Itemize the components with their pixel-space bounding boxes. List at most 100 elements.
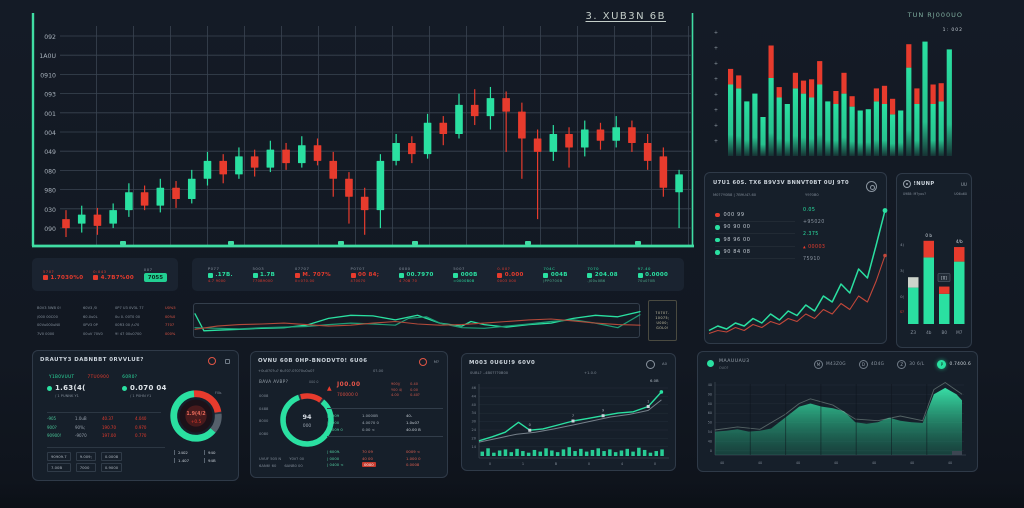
table-cell: 000% <box>165 331 176 336</box>
data-row: | 9009 0 0.00 <40.00 B <box>327 426 421 432</box>
ticker-value: 204.08 <box>594 272 618 278</box>
breakdown-subtitle: +0u0?0?u? 6u?0?-0?0?0u0u0? <box>258 369 315 373</box>
svg-text:049: 049 <box>44 149 56 156</box>
more-icon[interactable] <box>225 359 230 364</box>
tab-m43z0g[interactable]: M M43Z0G <box>813 360 846 369</box>
footer-value: 7000 <box>75 463 96 472</box>
svg-text:40: 40 <box>708 439 712 443</box>
summary-footer: 90909.7 7.00B 9.009; 7000 0.0008 0.9000 <box>47 447 165 472</box>
ticker-symbol: 97.40 <box>637 266 651 271</box>
ticker-item[interactable]: 5007 000B =0000B0B <box>453 266 477 283</box>
column-label: 60R0? <box>122 374 138 379</box>
ticker-item[interactable]: 0000 00.7970 4 70B 70 <box>398 266 434 283</box>
ticker-item[interactable]: 007 7055 <box>143 267 168 282</box>
summary-card-title: DRAUTY3 DABNBBT 0RVVLUE? <box>40 357 144 363</box>
sparkline-note: 70707. 10075; U000; GOL0! <box>648 300 677 341</box>
ticker-item[interactable]: P0707 00 84; 470070 <box>350 266 380 283</box>
svg-text:004: 004 <box>44 130 56 137</box>
svg-text:980: 980 <box>44 188 56 195</box>
alert-detail: 0.40? <box>410 393 420 397</box>
ticker-value: 1.7030%0 <box>50 274 84 281</box>
svg-text:+: + <box>714 30 718 36</box>
axis-label: 0008 <box>259 394 269 398</box>
tab-4d4g[interactable]: D 4D4G <box>858 360 884 369</box>
trend-corner-label: 6.0B <box>650 378 659 383</box>
svg-text:0: 0 <box>654 462 656 466</box>
svg-text:000: 000 <box>303 423 312 429</box>
clock-icon[interactable] <box>866 181 877 192</box>
legend-item[interactable]: 000 99 <box>715 209 795 222</box>
alert-detail: 0.40 <box>410 382 418 386</box>
breakdown-axis-labels: 0008 0488 8000 0080 <box>259 394 268 436</box>
svg-text:Z3: Z3 <box>910 330 916 335</box>
table-cell: 60V3 /0 <box>83 306 97 311</box>
bars-card-title: !NUNP <box>913 181 935 187</box>
svg-text:1: 1 <box>522 462 524 466</box>
legend-item[interactable]: 90 90 00 <box>715 222 795 234</box>
footer-value: 7.00B <box>47 463 71 472</box>
svg-text:40: 40 <box>720 461 724 465</box>
svg-text:+: + <box>714 46 718 52</box>
axis-label: 0488 <box>259 406 269 411</box>
ticker-value: 00 84; <box>358 272 380 278</box>
svg-text:44: 44 <box>472 394 477 398</box>
metric-value: ▲ 00003 <box>803 244 826 250</box>
summary-stats: 1.63(4(/ 1 PUNNK Y1 0.070 04 / 1 P0HN Y1 <box>47 384 188 398</box>
ticker-symbol: P077 <box>207 266 220 271</box>
ticker-item[interactable]: 7070 204.08 .J00u0B6 <box>587 266 618 283</box>
legend-item[interactable]: 98 96 00 <box>715 234 795 247</box>
ticker-item[interactable]: 0.00? 0.000 0003 000 <box>497 266 523 283</box>
ticker-symbol: 704C <box>543 266 556 271</box>
summary-mini-stats: 2402 940 1.407 94B <box>174 450 231 463</box>
ticker-item[interactable]: 0:043 4.7B7%00 <box>93 269 134 281</box>
ticker-item[interactable]: 97.40 0.0000 70u0?0B <box>637 266 669 283</box>
svg-text:+: + <box>714 123 718 129</box>
tab-label: 30 6/L <box>909 362 925 367</box>
alert-icon[interactable] <box>419 358 427 366</box>
note-line: GOL0! <box>656 326 669 330</box>
breakdown-card-title: OVNU 60B 0HP-BNODVT0! 6U06 <box>258 358 368 364</box>
area-card-sublabel: OUO? <box>719 366 729 370</box>
breakdown-alert-cols: 900)/Y00 4/4.00 0.40 0.00 0.40? <box>391 382 420 397</box>
svg-text:+: + <box>714 108 718 114</box>
ticker-change: 4 70B 70 <box>398 279 418 283</box>
area-chart: 40 90 00 60 50 54 40 0 40 40 40 40 40 40 40 <box>708 381 966 465</box>
ticker-symbol: 5007 <box>453 266 465 271</box>
candlestick-chart: 092 1A0U 0910 093 001 004 049 080 980 030 090 <box>31 13 694 248</box>
ticker-value: 0.0000 <box>645 272 669 278</box>
ticker-badge: 7055 <box>143 273 168 282</box>
data-row: | 0000 4.0070 0 1.0u07 <box>327 420 420 426</box>
alert-detail: 900)/ <box>391 382 401 386</box>
comparison-card: U7U1 60S. TX6 B9V3V BNNVT0BT 0UJ 9T0 M0?… <box>704 172 888 344</box>
footer-value: 90909.7 <box>47 452 71 461</box>
svg-text:M7: M7 <box>956 330 963 335</box>
footer-line: UVUF 505 N Y0V? 00 <box>259 457 305 461</box>
legend-item[interactable]: 90 84 08 <box>715 247 795 259</box>
tab-0-7400-6[interactable]: P 0.7400.6 <box>937 360 971 369</box>
stat-dot-icon <box>122 385 127 391</box>
ticker-direction-icon <box>637 272 643 278</box>
legend-dot-icon <box>715 250 720 255</box>
stat-sub: / 1 PUNNK Y1 <box>55 394 79 398</box>
area-card: MAAUUAU3 OUO? M M43Z0G D 4D4G Z 30 6/L P 0.7400… <box>697 351 978 472</box>
area-card-label: MAAUUAU3 <box>719 359 750 364</box>
info-icon[interactable] <box>646 360 655 369</box>
svg-text:+0.5: +0.5 <box>191 419 202 425</box>
svg-text:+: + <box>714 139 718 145</box>
legend-dot-icon <box>715 212 720 217</box>
ticker-item[interactable]: 704C 004B JPP0700B <box>543 266 567 283</box>
tab-30-6-l[interactable]: Z 30 6/L <box>897 360 924 369</box>
table-cell: 7V0 0000 <box>37 331 55 336</box>
ticker-item[interactable]: 07707 M. 707% 0=070.00 <box>294 266 331 283</box>
svg-text:0(: 0( <box>900 294 904 299</box>
table-cell: 0PV3 0P <box>83 323 98 328</box>
svg-text:40: 40 <box>948 461 952 465</box>
ticker-item[interactable]: 570? 1.7030%0 <box>42 269 84 281</box>
svg-text:1.9(4/2: 1.9(4/2 <box>186 411 205 417</box>
breakdown-panel-tiny: 000 0 <box>309 380 319 384</box>
alert-icon[interactable] <box>208 357 216 365</box>
ticker-item[interactable]: 5003 1.7B 770B9000 <box>252 266 276 283</box>
ticker-item[interactable]: P077.17B. 4.7 9000 <box>207 266 233 283</box>
svg-text:24: 24 <box>472 428 477 432</box>
